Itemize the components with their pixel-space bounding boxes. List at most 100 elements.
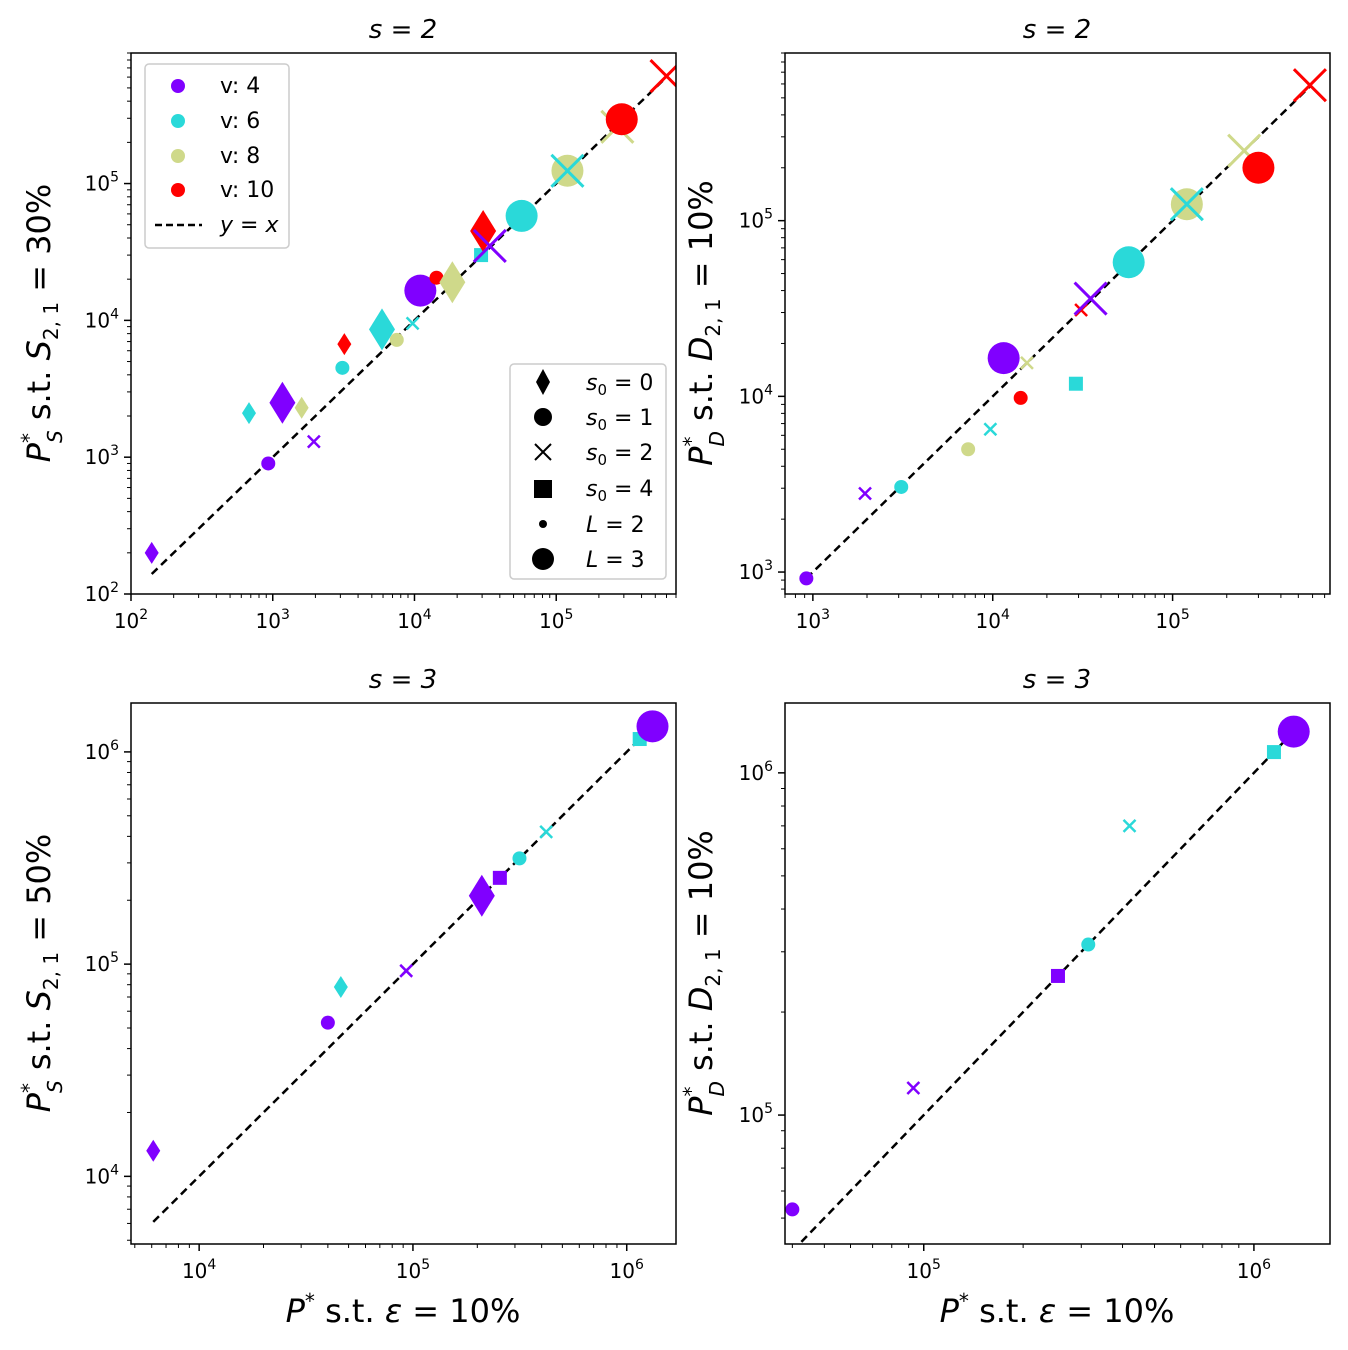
data-point [983,422,998,437]
data-point [335,360,350,375]
panel-title: s = 2 [1023,15,1091,45]
x-tick-label: 104 [182,1257,216,1283]
y-tick-label: 104 [85,1162,119,1188]
data-point [1242,151,1275,184]
data-point [399,963,414,978]
identity-line [805,85,1311,580]
data-point [987,342,1020,375]
x-tick-label: 103 [796,607,830,633]
data-point [605,103,638,136]
data-point [472,228,507,263]
plot-frame [130,52,677,595]
data-point [241,402,256,425]
data-point [636,710,669,743]
panel-bottom-right: s = 3 P* D s.t. D2, 1 = 10% 105 106105106 … [679,665,1331,1330]
legend-label: L = 2 [586,513,645,538]
plot-frame [784,702,1331,1245]
svg-text:P*D s.t. D2, 1 = 10%: P* D s.t. D2, 1 = 10% [679,180,729,466]
legend-label: v: 4 [220,74,260,99]
legend-label: y = x [219,213,279,238]
y-tick-label: 104 [85,306,119,332]
data-point [1073,281,1108,316]
x-tick-label: 104 [976,607,1010,633]
marks [146,710,669,1223]
panel-title: s = 3 [369,665,437,695]
data-point [320,1015,335,1030]
data-point [492,870,507,885]
axes: 103 104 105 103 104 105 [739,52,1326,633]
data-point [337,333,352,356]
x-tick-label: 103 [256,607,290,633]
data-point [470,210,497,253]
legend-label: s0 = 4 [586,477,653,505]
data-point [961,442,976,457]
data-point [1050,968,1065,983]
y-tick-label: 105 [739,207,773,233]
data-point [799,571,814,586]
legend-label: v: 6 [220,109,260,134]
data-point [1013,390,1028,405]
legend-marker-diamond [536,369,550,395]
data-point [389,332,404,347]
data-point [1292,68,1327,103]
data-point [294,396,309,419]
data-point [550,153,585,188]
axes: 104 105 106 104 105 106 [85,738,644,1283]
y-tick-label: 106 [739,759,773,785]
x-tick-label: 106 [1237,1257,1271,1283]
y-tick-label: 102 [85,580,119,606]
data-point [505,199,538,232]
legend-label: s0 = 2 [586,441,653,469]
y-tick-label: 106 [85,738,119,764]
data-point [333,976,348,999]
data-point [144,541,159,564]
data-point [405,316,420,331]
panel-bottom-left: s = 3 P* S s.t. S2, 1 = 50% 104 105 106 104 1… [17,665,677,1330]
marks [144,59,676,575]
data-point [539,824,554,839]
plot-frame [130,702,677,1245]
data-point [858,486,872,501]
svg-text:P*S s.t. S2, 1 = 30%: P* S s.t. S2, 1 = 30% [17,184,67,463]
data-point [785,1202,800,1217]
x-tick-label: 104 [397,607,431,633]
panel-top-left: s = 2 P* S s.t. S2, 1 = 30% 102 103 104 1051… [17,15,677,633]
plot-frame [784,52,1331,595]
legend-marker-x [534,443,552,461]
svg-text:P*D s.t. D2, 1 = 10%: P* D s.t. D2, 1 = 10% [679,830,729,1116]
legend-marker-large [532,548,554,570]
data-point [906,1081,921,1095]
panel-title: s = 2 [369,15,437,45]
legend-color-swatch [171,114,185,128]
legend-marker-small [539,520,547,528]
ylabel: P* S s.t. S2, 1 = 30% [17,184,67,463]
x-tick-label: 105 [1155,607,1189,633]
ylabel: P* D s.t. D2, 1 = 10% [679,180,729,466]
y-tick-label: 105 [85,950,119,976]
x-tick-label: 106 [610,1257,644,1283]
legend-label: L = 3 [586,548,645,573]
data-point [306,434,321,449]
data-point [468,874,495,917]
data-point [368,308,395,351]
legend-label: v: 8 [220,144,260,169]
data-point [512,851,527,866]
y-tick-label: 103 [85,443,119,469]
data-point [1068,376,1083,391]
axes: 102 103 104 105 102 103 104 105 [85,52,677,633]
x-tick-label: 102 [114,607,148,633]
legend-marker-square [534,480,552,498]
legend-label: s0 = 0 [586,371,653,399]
legend-marker-circle [534,408,552,426]
identity-line [797,730,1295,1244]
y-tick-label: 105 [85,170,119,196]
legend-color-swatch [171,183,185,197]
data-point [404,274,437,307]
ylabel: P* D s.t. D2, 1 = 10% [679,830,729,1116]
x-tick-label: 105 [539,607,573,633]
data-point [146,1139,161,1162]
svg-text:P*S s.t. S2, 1 = 50%: P* S s.t. S2, 1 = 50% [17,834,67,1113]
y-tick-label: 105 [739,1101,773,1127]
data-point [1122,818,1137,833]
